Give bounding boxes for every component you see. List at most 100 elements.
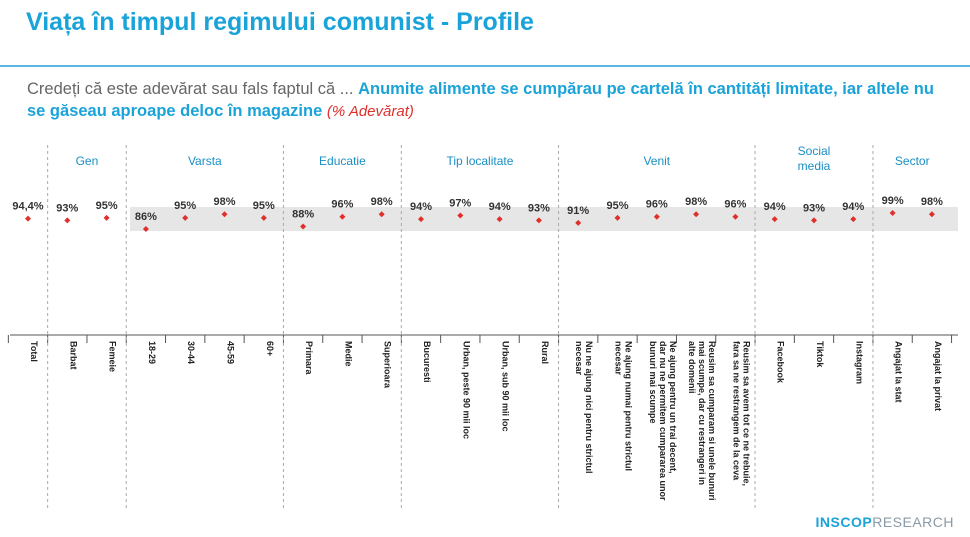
question-unit: (% Adevărat): [326, 103, 414, 120]
value-label: 93%: [56, 202, 78, 214]
dot: [457, 212, 464, 219]
x-tick-label: Femeie: [108, 341, 118, 372]
value-label: 88%: [292, 209, 314, 221]
value-label: 96%: [724, 199, 746, 211]
value-label: 94,4%: [12, 201, 43, 213]
value-label: 98%: [921, 196, 943, 208]
x-tick-label: Instagram: [854, 341, 864, 384]
dot: [811, 217, 817, 224]
group-header: Sector: [895, 154, 930, 168]
dot: [300, 223, 307, 230]
title: Viața în timpul regimului comunist - Pro…: [26, 8, 534, 36]
band: [130, 207, 958, 231]
x-tick-label: 18-29: [147, 341, 157, 364]
group-header: Varsta: [188, 154, 222, 168]
x-tick-label: Bucuresti: [422, 341, 432, 383]
value-label: 86%: [135, 211, 157, 223]
group-header: Social media: [798, 144, 831, 173]
dot: [614, 214, 621, 221]
value-label: 95%: [606, 200, 628, 212]
logo: INSCOPRESEARCH: [816, 514, 954, 530]
x-tick-label: 30-44: [186, 341, 196, 364]
x-tick-label-line: Ne ajung pentru un trai decent,: [668, 341, 678, 474]
dot: [889, 210, 896, 216]
dot: [732, 213, 739, 220]
x-tick-label: 45-59: [226, 341, 236, 364]
x-tick-label-line: Nu ne ajung nici pentru strictul: [584, 341, 594, 474]
x-tick-label-line: alte domenii: [687, 341, 697, 394]
x-tick-label: Reusim sa cumparam si unele bunurimai sc…: [687, 341, 717, 501]
value-label: 91%: [567, 205, 589, 217]
x-tick-label-line: necesar: [574, 341, 584, 376]
value-label: 94%: [842, 201, 864, 213]
dot: [64, 217, 71, 224]
dot: [378, 211, 385, 218]
x-tick-label: Urban, peste 90 mii loc: [461, 341, 471, 439]
value-label: 94%: [764, 201, 786, 213]
value-label: 93%: [528, 202, 550, 214]
question-intro: Credeți că este adevărat sau fals faptul…: [27, 80, 354, 98]
x-tick-label-line: mai scumpe, dar cu restrangeri in: [697, 341, 707, 485]
x-tick-label: Angajat la stat: [894, 341, 904, 403]
dot: [103, 214, 110, 221]
value-label: 98%: [213, 196, 235, 208]
x-tick-label: Facebook: [776, 341, 786, 384]
dot: [575, 219, 582, 226]
x-tick-label: Tiktok: [815, 341, 825, 368]
x-tick-label-line: bunuri mai scumpe: [648, 341, 658, 424]
group-header-line: media: [798, 159, 831, 173]
x-tick-label: Medie: [343, 341, 353, 367]
question: Credeți că este adevărat sau fals faptul…: [27, 78, 947, 123]
dot: [928, 211, 935, 218]
x-tick-label: Nu ne ajung nici pentru strictulnecesar: [574, 341, 594, 474]
group-header: Tip localitate: [446, 154, 513, 168]
dot: [221, 211, 228, 218]
x-tick-label: Rural: [540, 341, 550, 364]
x-tick-label: Total: [29, 341, 39, 362]
value-label: 95%: [96, 200, 118, 212]
value-label: 95%: [174, 200, 196, 212]
dot: [496, 216, 503, 223]
group-header: Venit: [643, 154, 670, 168]
value-label: 96%: [646, 199, 668, 211]
x-tick-label: Superioara: [383, 341, 393, 389]
group-header: Educatie: [319, 154, 366, 168]
value-label: 94%: [489, 201, 511, 213]
group-header-line: Social: [798, 144, 831, 158]
title-rule: [0, 65, 970, 67]
x-tick-label-line: dar nu ne permitem cumpararea unor: [658, 341, 668, 501]
dot: [25, 215, 31, 222]
dot: [850, 216, 857, 223]
x-tick-label-line: fara sa ne restrangem de la ceva: [731, 341, 741, 481]
logo-suffix: RESEARCH: [872, 514, 954, 530]
x-tick-label-line: Reusim sa avem tot ce ne trebuie,: [741, 341, 751, 486]
value-label: 93%: [803, 202, 825, 214]
dot: [182, 214, 189, 221]
dot: [260, 214, 267, 221]
x-tick-label: Ne ajung pentru un trai decent,dar nu ne…: [648, 341, 678, 501]
value-label: 96%: [331, 199, 353, 211]
value-label: 94%: [410, 201, 432, 213]
value-label: 98%: [371, 196, 393, 208]
x-tick-label: Ne ajung numai pentru strictulnecesar: [614, 341, 634, 471]
question-statement: Anumite alimente se cumpărau pe cartelă …: [27, 80, 934, 120]
dot: [142, 226, 149, 232]
dot: [771, 216, 778, 223]
x-tick-label: Reusim sa avem tot ce ne trebuie,fara sa…: [731, 341, 751, 486]
dot: [535, 217, 542, 224]
x-tick-label: Primara: [304, 341, 314, 376]
dot: [653, 213, 660, 220]
logo-brand: INSCOP: [815, 514, 873, 530]
value-label: 99%: [882, 195, 904, 207]
dot: [418, 216, 424, 223]
dot: [339, 213, 346, 220]
x-tick-label: Urban, sub 90 mii loc: [501, 341, 511, 432]
x-tick-label: Angajat la privat: [933, 341, 943, 411]
value-label: 95%: [253, 200, 275, 212]
x-tick-label: 60+: [265, 341, 275, 356]
x-tick-label-line: Reusim sa cumparam si unele bunuri: [707, 341, 717, 501]
group-header: Gen: [76, 154, 99, 168]
value-label: 98%: [685, 196, 707, 208]
